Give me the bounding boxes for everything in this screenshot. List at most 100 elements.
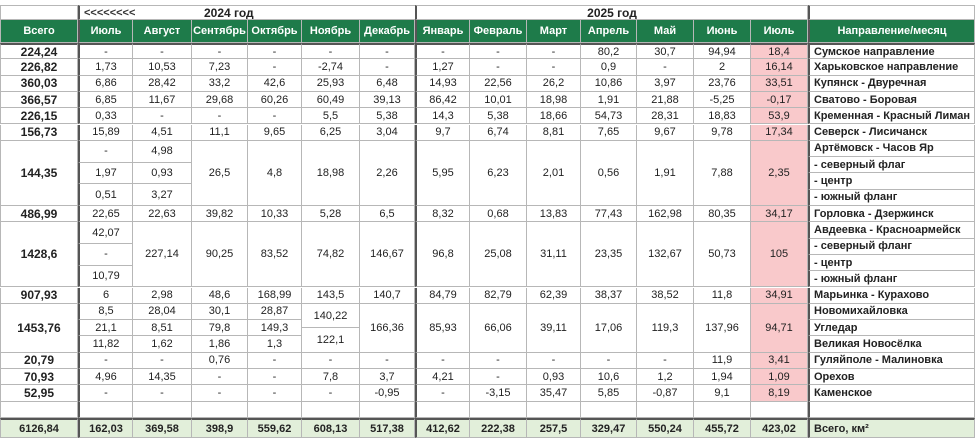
month-value: - <box>248 352 302 369</box>
spacer-cell <box>133 401 192 418</box>
month-value: 0,68 <box>470 206 527 223</box>
month-value: 122,1 <box>302 328 360 353</box>
direction-label: Угледар <box>808 320 975 337</box>
month-value: 11,8 <box>694 287 751 304</box>
row-total: 226,82 <box>0 59 78 76</box>
month-value: 8,81 <box>527 124 581 141</box>
month-value: 9,78 <box>694 124 751 141</box>
month-value: 18,83 <box>694 108 751 125</box>
month-value: 13,83 <box>527 206 581 223</box>
month-value: 146,67 <box>360 222 415 288</box>
direction-label: Артёмовск - Часов Яр <box>808 140 975 158</box>
month-value: 28,04 <box>133 303 192 321</box>
month-value: 86,42 <box>415 91 470 109</box>
month-value: 17,06 <box>581 303 637 353</box>
month-value: 42,6 <box>248 75 302 92</box>
direction-label: Горловка - Дзержинск <box>808 206 975 223</box>
month-value: -0,95 <box>360 385 415 402</box>
nav-prev-button[interactable]: <<<<<<<< <box>84 6 136 19</box>
month-value: 79,8 <box>192 320 248 337</box>
month-header: Март <box>527 20 581 43</box>
month-value: 42,07 <box>78 222 133 245</box>
month-value: 74,82 <box>302 222 360 288</box>
footer-month-total: 559,62 <box>248 418 302 438</box>
direction-label: - центр <box>808 173 975 190</box>
direction-label: Гуляйполе - Малиновка <box>808 352 975 369</box>
month-value: 1,27 <box>415 59 470 76</box>
footer-month-total: 222,38 <box>470 418 527 438</box>
month-value: 26,2 <box>527 75 581 92</box>
month-value: 29,68 <box>192 91 248 109</box>
footer-month-total: 257,5 <box>527 418 581 438</box>
month-value: 80,2 <box>581 43 637 60</box>
month-value: 85,93 <box>415 303 470 353</box>
month-header: Май <box>637 20 694 43</box>
month-value: 6 <box>78 287 133 304</box>
month-value: 14,3 <box>415 108 470 125</box>
month-value: 6,74 <box>470 124 527 141</box>
month-value: 3,41 <box>751 352 808 369</box>
month-value: - <box>360 43 415 60</box>
row-total: 486,99 <box>0 206 78 223</box>
spacer-cell <box>78 401 133 418</box>
month-value: 6,23 <box>470 140 527 206</box>
year-2024-label: 2024 год <box>192 6 415 19</box>
direction-label: Новомихайловка <box>808 303 975 321</box>
footer-month-total: 398,9 <box>192 418 248 438</box>
spacer-cell <box>808 401 975 418</box>
month-value: - <box>527 352 581 369</box>
month-value: 25,08 <box>470 222 527 288</box>
month-value: 48,6 <box>192 287 248 304</box>
month-value: 143,5 <box>302 287 360 304</box>
month-value: - <box>192 385 248 402</box>
spacer-cell <box>192 401 248 418</box>
month-value: 25,93 <box>302 75 360 92</box>
footer-month-total: 608,13 <box>302 418 360 438</box>
month-value: - <box>133 108 192 125</box>
month-header: Июль <box>78 20 133 43</box>
direction-label: - южный фланг <box>808 189 975 206</box>
spacer-cell <box>248 401 302 418</box>
month-value: 39,82 <box>192 206 248 223</box>
month-header: Ноябрь <box>302 20 360 43</box>
month-value: 38,52 <box>637 287 694 304</box>
month-value: 38,37 <box>581 287 637 304</box>
direction-label: - центр <box>808 254 975 272</box>
footer-label: Всего, км² <box>808 418 975 438</box>
month-value: - <box>415 43 470 60</box>
direction-label: Великая Новосёлка <box>808 336 975 353</box>
month-value: 11,1 <box>192 124 248 141</box>
row-total: 224,24 <box>0 43 78 60</box>
month-value: 5,38 <box>470 108 527 125</box>
month-value: - <box>78 43 133 60</box>
month-value: 9,1 <box>694 385 751 402</box>
month-value: - <box>248 369 302 386</box>
header-corner <box>0 5 78 20</box>
row-total: 156,73 <box>0 124 78 141</box>
month-value: 66,06 <box>470 303 527 353</box>
header-corner-right <box>808 5 975 20</box>
row-total: 1428,6 <box>0 222 78 288</box>
month-value: 11,82 <box>78 336 133 353</box>
month-value: - <box>133 385 192 402</box>
month-value: 10,01 <box>470 91 527 109</box>
total-header: Всего <box>0 20 78 43</box>
month-value: 6,86 <box>78 75 133 92</box>
month-value: 28,87 <box>248 303 302 321</box>
month-value: 5,38 <box>360 108 415 125</box>
month-value: - <box>360 59 415 76</box>
month-value: 18,98 <box>527 91 581 109</box>
month-value: 3,7 <box>360 369 415 386</box>
month-value: - <box>581 352 637 369</box>
month-value: 8,51 <box>133 320 192 337</box>
direction-header: Направление/месяц <box>808 20 975 43</box>
direction-label: Орехов <box>808 369 975 386</box>
spacer-cell <box>415 401 470 418</box>
month-value: 83,52 <box>248 222 302 288</box>
month-value: - <box>415 385 470 402</box>
month-value: - <box>192 43 248 60</box>
month-value: - <box>470 59 527 76</box>
month-value: 0,33 <box>78 108 133 125</box>
month-value: - <box>192 108 248 125</box>
